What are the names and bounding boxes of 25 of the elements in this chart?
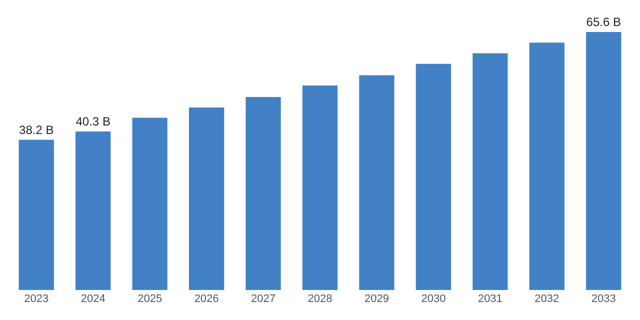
bar bbox=[586, 32, 622, 290]
data-label: 40.3 B bbox=[76, 114, 110, 129]
bar bbox=[416, 64, 452, 290]
x-tick-label: 2026 bbox=[194, 293, 219, 305]
bar bbox=[302, 86, 338, 290]
data-label: 38.2 B bbox=[19, 122, 54, 137]
x-tick-label: 2031 bbox=[478, 293, 502, 305]
x-tick-label: 2033 bbox=[591, 293, 616, 305]
x-tick-label: 2032 bbox=[534, 293, 560, 305]
x-tick-label: 2028 bbox=[308, 293, 332, 305]
bar bbox=[472, 53, 508, 290]
bar bbox=[188, 108, 224, 290]
bar bbox=[76, 132, 111, 290]
x-tick-label: 2027 bbox=[251, 293, 276, 305]
x-tick-label: 2025 bbox=[138, 293, 162, 305]
x-tick-label: 2024 bbox=[80, 293, 106, 305]
x-tick-label: 2023 bbox=[24, 293, 49, 305]
bar bbox=[18, 140, 54, 290]
data-label: 65.6 B bbox=[586, 15, 621, 30]
bar bbox=[359, 75, 394, 290]
bar bbox=[246, 96, 281, 290]
x-tick-label: 2030 bbox=[421, 293, 446, 305]
bar bbox=[132, 118, 168, 290]
bar bbox=[529, 42, 564, 290]
x-tick-label: 2029 bbox=[364, 293, 389, 305]
